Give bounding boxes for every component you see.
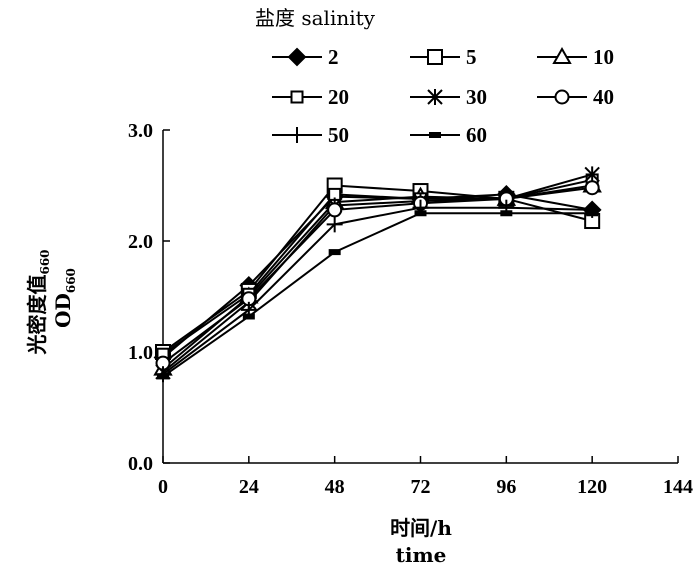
series-50 [155, 199, 601, 383]
series-20 [156, 173, 599, 361]
legend-label: 50 [328, 123, 349, 147]
legend-swatch-marker [289, 127, 305, 143]
series-line-50 [162, 206, 593, 375]
series-line-30 [162, 173, 593, 373]
legend-item-5: 5 [410, 45, 477, 69]
legend-item-40: 40 [537, 85, 614, 109]
x-axis-title-cn: 时间/h [390, 516, 452, 540]
legend-item-10: 10 [537, 45, 614, 69]
y-axis-title-cn-sub: 660 [38, 249, 52, 274]
legend-swatch-marker [429, 132, 441, 138]
y-axis-title-en-main: OD [51, 293, 75, 328]
legend-label: 20 [328, 85, 349, 109]
legend-item-50: 50 [272, 123, 349, 147]
legend-label: 30 [466, 85, 487, 109]
series-40 [155, 180, 600, 371]
y-axis-title-cn: 光密度值660 [25, 249, 52, 355]
series-layer [153, 166, 602, 383]
legend-swatch-marker [290, 90, 304, 104]
y-tick-label: 1.0 [128, 342, 153, 364]
series-line-40 [162, 186, 593, 364]
x-tick-label: 96 [496, 476, 516, 498]
svg-text:光密度值660: 光密度值660 [25, 249, 52, 355]
legend-label: 10 [593, 45, 614, 69]
data-point-60 [157, 373, 169, 380]
legend-item-20: 20 [272, 85, 349, 109]
data-point-60 [242, 313, 255, 320]
legend-item-2: 2 [272, 45, 339, 69]
legend-swatch-marker [427, 89, 443, 105]
data-point-50 [326, 216, 343, 233]
data-point-40 [327, 202, 343, 218]
svg-text:OD660: OD660 [51, 268, 78, 328]
legend: 2 5 10 20 30 40 50 60 [272, 45, 614, 147]
series-line-5 [162, 184, 593, 353]
legend-label: 5 [466, 45, 477, 69]
legend-item-30: 30 [410, 85, 487, 109]
legend-title: 盐度 salinity [255, 6, 376, 30]
legend-swatch-marker [554, 89, 570, 105]
y-axis-title-en-sub: 660 [64, 268, 78, 293]
y-tick-label: 3.0 [128, 120, 153, 142]
x-tick-label: 24 [239, 476, 259, 498]
x-tick-label: 144 [663, 476, 693, 498]
x-tick-label: 0 [158, 476, 168, 498]
x-tick-label: 48 [325, 476, 345, 498]
legend-swatch-marker [287, 47, 307, 67]
legend-label: 40 [593, 85, 614, 109]
data-point-60 [328, 249, 341, 256]
data-point-30 [584, 166, 600, 183]
x-tick-label: 72 [411, 476, 431, 498]
x-axis-title-en: time [396, 543, 447, 567]
y-axis-title-en: OD660 [51, 268, 78, 328]
series-line-2 [162, 193, 593, 359]
series-5 [155, 177, 601, 360]
y-tick-label: 0.0 [128, 453, 153, 475]
y-axis-title-cn-main: 光密度值 [25, 275, 49, 356]
x-tick-label: 120 [577, 476, 607, 498]
legend-label: 60 [466, 123, 487, 147]
legend-label: 2 [328, 45, 339, 69]
legend-swatch-marker [552, 46, 572, 64]
legend-item-60: 60 [410, 123, 487, 147]
data-point-60 [500, 210, 513, 217]
data-point-40 [584, 180, 600, 196]
data-point-60 [414, 210, 427, 217]
legend-swatch-marker [427, 49, 443, 65]
y-tick-label: 2.0 [128, 231, 153, 253]
x-ticks: 0 24 48 72 96 120 144 [158, 456, 693, 498]
data-point-60 [586, 210, 599, 217]
series-60 [157, 210, 599, 380]
series-line-60 [162, 212, 593, 378]
